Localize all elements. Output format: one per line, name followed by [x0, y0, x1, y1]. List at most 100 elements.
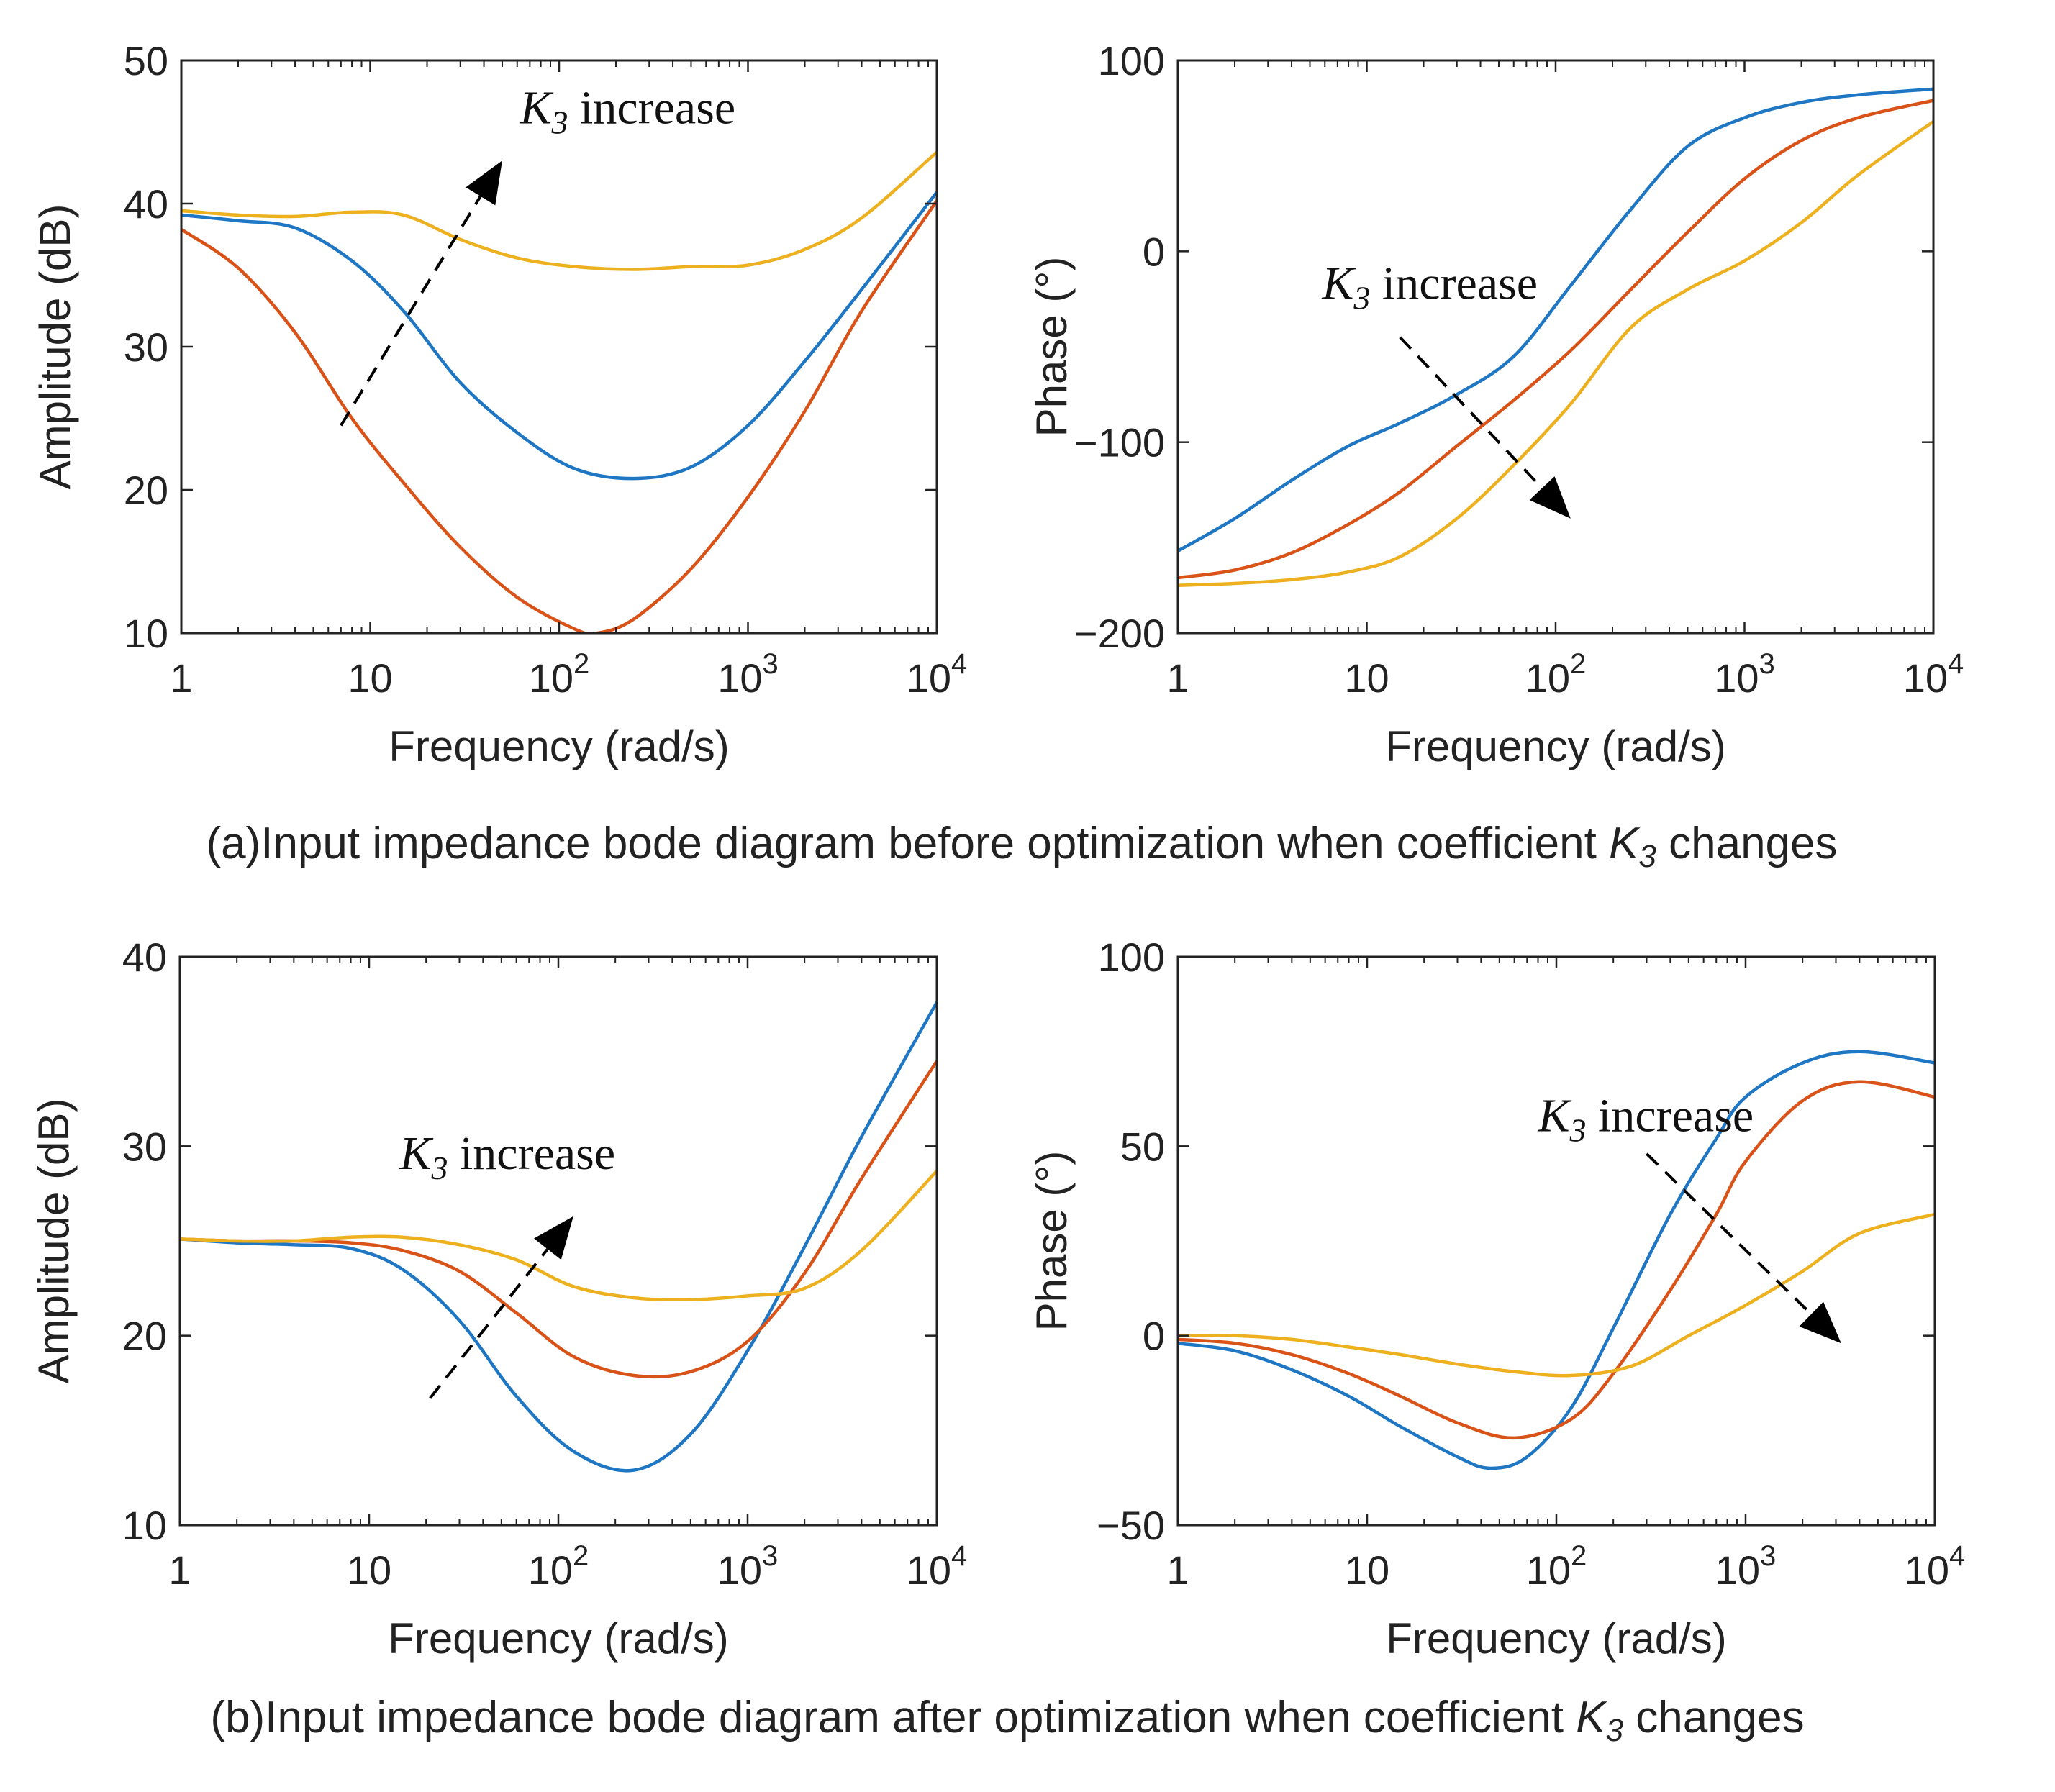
x-tick-exponent: 4: [951, 648, 967, 680]
y-tick-label: −200: [1074, 611, 1165, 656]
line-series3: [180, 1170, 937, 1302]
x-tick-base: 10: [1526, 1547, 1571, 1593]
x-tick-label: 10: [1345, 1547, 1389, 1593]
x-tick-label: 103: [717, 648, 779, 701]
x-tick-base: 10: [1715, 1547, 1760, 1593]
x-tick-base: 10: [1903, 655, 1948, 701]
line-series1: [1178, 1050, 1935, 1470]
x-tick-exponent: 4: [1949, 1540, 1965, 1572]
k3-text: increase: [1587, 1089, 1754, 1142]
y-tick-label: 10: [122, 1503, 167, 1548]
x-tick-base: 10: [1345, 1547, 1389, 1593]
y-tick-label: 30: [124, 324, 168, 370]
x-tick-exponent: 4: [1948, 648, 1964, 680]
x-tick-exponent: 3: [762, 1540, 778, 1572]
y-tick-label: 20: [122, 1314, 167, 1359]
x-axis-label: Frequency (rad/s): [389, 722, 730, 770]
k3-increase-label: K3 increase: [1538, 1089, 1754, 1148]
x-tick-label: 104: [907, 1540, 968, 1593]
x-tick-exponent: 2: [1570, 648, 1586, 680]
line-series1: [180, 1001, 937, 1473]
x-axis-label: Frequency (rad/s): [388, 1614, 729, 1663]
x-tick-base: 10: [348, 655, 392, 701]
series-group: [1178, 1050, 1935, 1470]
y-tick-label: −50: [1097, 1503, 1165, 1548]
k3-symbol: K: [1538, 1089, 1572, 1142]
x-tick-label: 10: [348, 655, 392, 701]
x-tick-label: 104: [1905, 1540, 1966, 1593]
plot-frame: [1176, 59, 1935, 635]
x-tick-base: 10: [907, 1547, 951, 1593]
x-tick-exponent: 3: [1759, 648, 1775, 680]
y-tick-label: 100: [1098, 38, 1165, 83]
k3-text: increase: [448, 1127, 615, 1180]
caption-a-k-symbol: K: [1609, 819, 1641, 868]
line-series2: [1178, 99, 1933, 580]
y-axis-label: Phase (°): [1028, 1151, 1076, 1332]
x-tick-base: 1: [168, 1547, 191, 1593]
x-tick-label: 10: [347, 1547, 391, 1593]
x-tick-base: 10: [907, 655, 951, 701]
k3-subscript: 3: [1569, 1111, 1587, 1148]
caption-b-text: (b)Input impedance bode diagram after op…: [210, 1693, 1576, 1742]
y-axis-label: Amplitude (dB): [30, 1099, 78, 1384]
line-series3: [181, 150, 937, 271]
line-series2: [1178, 1080, 1935, 1440]
x-tick-base: 10: [347, 1547, 391, 1593]
k3-increase-label: K3 increase: [399, 1127, 615, 1186]
x-tick-base: 10: [717, 1547, 762, 1593]
y-axis-label: Amplitude (dB): [31, 204, 79, 490]
x-axis-label: Frequency (rad/s): [1386, 1614, 1727, 1663]
increase-arrow-shaft: [429, 1248, 549, 1399]
increase-arrow-shaft: [340, 195, 482, 427]
k3-subscript: 3: [1353, 280, 1370, 317]
x-tick-label: 103: [1714, 648, 1775, 701]
line-series1: [181, 191, 937, 481]
x-tick-label: 104: [1903, 648, 1964, 701]
y-axis-label: Phase (°): [1028, 257, 1076, 437]
caption-b: (b)Input impedance bode diagram after op…: [210, 1693, 1804, 1748]
line-series2: [181, 199, 937, 633]
y-tick-label: 0: [1143, 1314, 1165, 1359]
x-tick-exponent: 3: [763, 648, 779, 680]
x-tick-base: 10: [717, 655, 762, 701]
caption-b-k-subscript: 3: [1606, 1713, 1624, 1748]
line-series3: [1178, 1212, 1935, 1378]
plot-frame: [180, 59, 938, 635]
series-group: [180, 1001, 937, 1473]
x-tick-exponent: 2: [1571, 1540, 1587, 1572]
k3-subscript: 3: [430, 1150, 448, 1186]
y-tick-label: 20: [124, 468, 168, 513]
y-tick-label: 50: [1120, 1124, 1165, 1169]
y-tick-label: 40: [122, 934, 167, 980]
caption-a-text: (a)Input impedance bode diagram before o…: [206, 819, 1609, 868]
k3-subscript: 3: [551, 104, 568, 141]
increase-arrow-shaft: [1646, 1152, 1813, 1316]
x-tick-exponent: 2: [573, 1540, 589, 1572]
y-tick-label: 10: [124, 611, 168, 656]
x-tick-label: 102: [1525, 648, 1587, 701]
x-tick-label: 1: [1166, 1547, 1189, 1593]
k3-text: increase: [1370, 258, 1538, 310]
y-tick-label: −100: [1074, 420, 1165, 465]
caption-a-k-subscript: 3: [1638, 839, 1656, 874]
k3-text: increase: [568, 82, 736, 135]
x-tick-label: 102: [1526, 1540, 1587, 1593]
x-tick-label: 10: [1344, 655, 1389, 701]
caption-b-k-symbol: K: [1576, 1693, 1607, 1742]
x-tick-base: 1: [170, 655, 192, 701]
x-tick-label: 102: [528, 1540, 589, 1593]
series-group: [181, 150, 937, 633]
x-tick-label: 103: [717, 1540, 779, 1593]
caption-b-suffix: changes: [1623, 1693, 1805, 1742]
y-tick-label: 40: [124, 181, 168, 227]
x-tick-label: 102: [529, 648, 590, 701]
x-tick-exponent: 4: [951, 1540, 967, 1572]
k3-symbol: K: [399, 1127, 433, 1180]
increase-arrow-head: [1799, 1301, 1841, 1344]
